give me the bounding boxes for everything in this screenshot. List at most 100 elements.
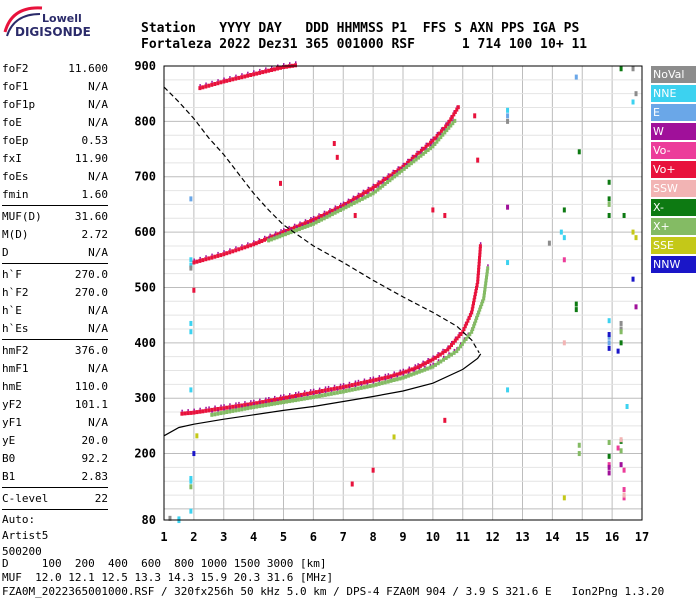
echo-trace-mark	[362, 189, 365, 192]
echo-trace-mark	[187, 409, 189, 412]
param-label: h`F2	[2, 286, 29, 299]
echo-trace-mark	[298, 223, 302, 228]
echo-trace-mark	[443, 130, 447, 135]
echo-trace-mark	[363, 378, 366, 381]
param-value: 2.83	[81, 470, 109, 483]
echo-trace-mark	[279, 396, 282, 401]
echo-trace-mark	[392, 378, 396, 382]
echo-trace-mark	[437, 359, 440, 362]
echo-trace-mark	[193, 258, 195, 261]
echo-trace-mark	[420, 151, 422, 154]
x-tick-label: 9	[399, 530, 406, 544]
echo-trace-mark	[417, 155, 420, 160]
echo-mark	[622, 212, 626, 218]
echo-trace-mark	[452, 112, 456, 117]
echo-trace-mark	[311, 395, 315, 400]
echo-trace-mark	[283, 232, 287, 237]
echo-trace-mark	[473, 295, 477, 300]
echo-mark	[189, 387, 193, 393]
echo-trace-mark	[285, 399, 288, 404]
echo-trace-mark	[473, 292, 477, 297]
echo-trace-mark	[326, 392, 330, 397]
echo-trace-mark	[329, 391, 333, 396]
echo-trace-mark	[267, 399, 271, 403]
echo-trace-mark	[300, 395, 303, 398]
echo-trace-mark	[198, 86, 202, 91]
echo-trace-mark	[415, 370, 419, 375]
echo-trace-mark	[328, 213, 332, 218]
param-label: foF1	[2, 80, 29, 93]
echo-mark	[177, 518, 181, 524]
echo-trace-mark	[326, 387, 330, 392]
echo-trace-mark	[367, 186, 370, 189]
echo-trace-mark	[320, 214, 323, 218]
echo-trace-mark	[352, 201, 356, 205]
echo-trace-mark	[431, 364, 435, 369]
echo-trace-mark	[279, 232, 281, 235]
echo-trace-mark	[437, 131, 441, 136]
echo-trace-mark	[362, 385, 366, 390]
echo-trace-mark	[438, 352, 442, 357]
echo-trace-mark	[437, 352, 439, 355]
echo-trace-mark	[476, 313, 480, 318]
echo-mark	[189, 484, 193, 490]
echo-trace-mark	[350, 387, 354, 392]
echo-trace-mark	[353, 382, 357, 387]
echo-trace-mark	[299, 221, 301, 224]
param-value: 110.0	[74, 380, 108, 393]
echo-mark	[189, 320, 193, 326]
echo-trace-mark	[299, 397, 303, 402]
echo-trace-mark	[213, 82, 217, 86]
echo-trace-mark	[240, 246, 244, 251]
echo-trace-mark	[396, 168, 400, 173]
echo-trace-mark	[418, 363, 422, 368]
echo-trace-mark	[237, 75, 241, 80]
echo-trace-mark	[402, 373, 404, 376]
legend-item: NNW	[651, 256, 696, 273]
echo-trace-mark	[223, 250, 225, 253]
echo-trace-mark	[482, 293, 486, 298]
echo-trace-mark	[483, 287, 487, 292]
echo-mark	[189, 196, 193, 202]
echo-trace-mark	[249, 243, 253, 248]
echo-trace-mark	[204, 84, 208, 89]
echo-trace-mark	[279, 65, 282, 70]
param-row: foF1 N/A	[2, 78, 108, 96]
profile-line	[163, 86, 480, 354]
echo-mark	[616, 348, 620, 354]
echo-trace-mark	[431, 138, 435, 143]
echo-trace-mark	[442, 357, 445, 362]
echo-mark	[607, 201, 611, 207]
echo-trace-mark	[424, 144, 428, 149]
echo-mark	[189, 262, 193, 268]
echo-trace-mark	[452, 119, 454, 122]
echo-trace-mark	[357, 192, 360, 195]
echo-trace-mark	[225, 78, 229, 83]
echo-trace-mark	[478, 253, 482, 258]
echo-trace-mark	[297, 391, 300, 394]
param-label: h`Es	[2, 322, 29, 335]
echo-trace-mark	[270, 68, 273, 72]
echo-trace-mark	[344, 388, 348, 393]
echo-trace-mark	[223, 77, 225, 80]
echo-trace-mark	[393, 174, 397, 179]
echo-trace-mark	[478, 247, 482, 252]
parameter-panel: foF2 11.600 foF1 N/A foF1p N/A foE N/A foEp 0.53 f…	[2, 60, 108, 560]
legend-item: E	[651, 104, 696, 121]
echo-trace-mark	[366, 188, 370, 193]
echo-trace-mark	[204, 408, 208, 413]
echo-trace-mark	[395, 172, 399, 177]
echo-trace-mark	[384, 177, 388, 181]
echo-trace-mark	[479, 242, 482, 245]
x-tick-label: 13	[515, 530, 529, 544]
echo-trace-mark	[430, 144, 432, 147]
echo-trace-mark	[354, 380, 357, 383]
echo-trace-mark	[472, 298, 476, 303]
echo-trace-mark	[440, 133, 442, 136]
echo-trace-mark	[247, 71, 249, 74]
echo-trace-mark	[231, 249, 235, 254]
echo-trace-mark	[410, 159, 413, 162]
echo-trace-mark	[210, 82, 214, 87]
echo-trace-mark	[377, 381, 381, 386]
param-label: yF2	[2, 398, 22, 411]
